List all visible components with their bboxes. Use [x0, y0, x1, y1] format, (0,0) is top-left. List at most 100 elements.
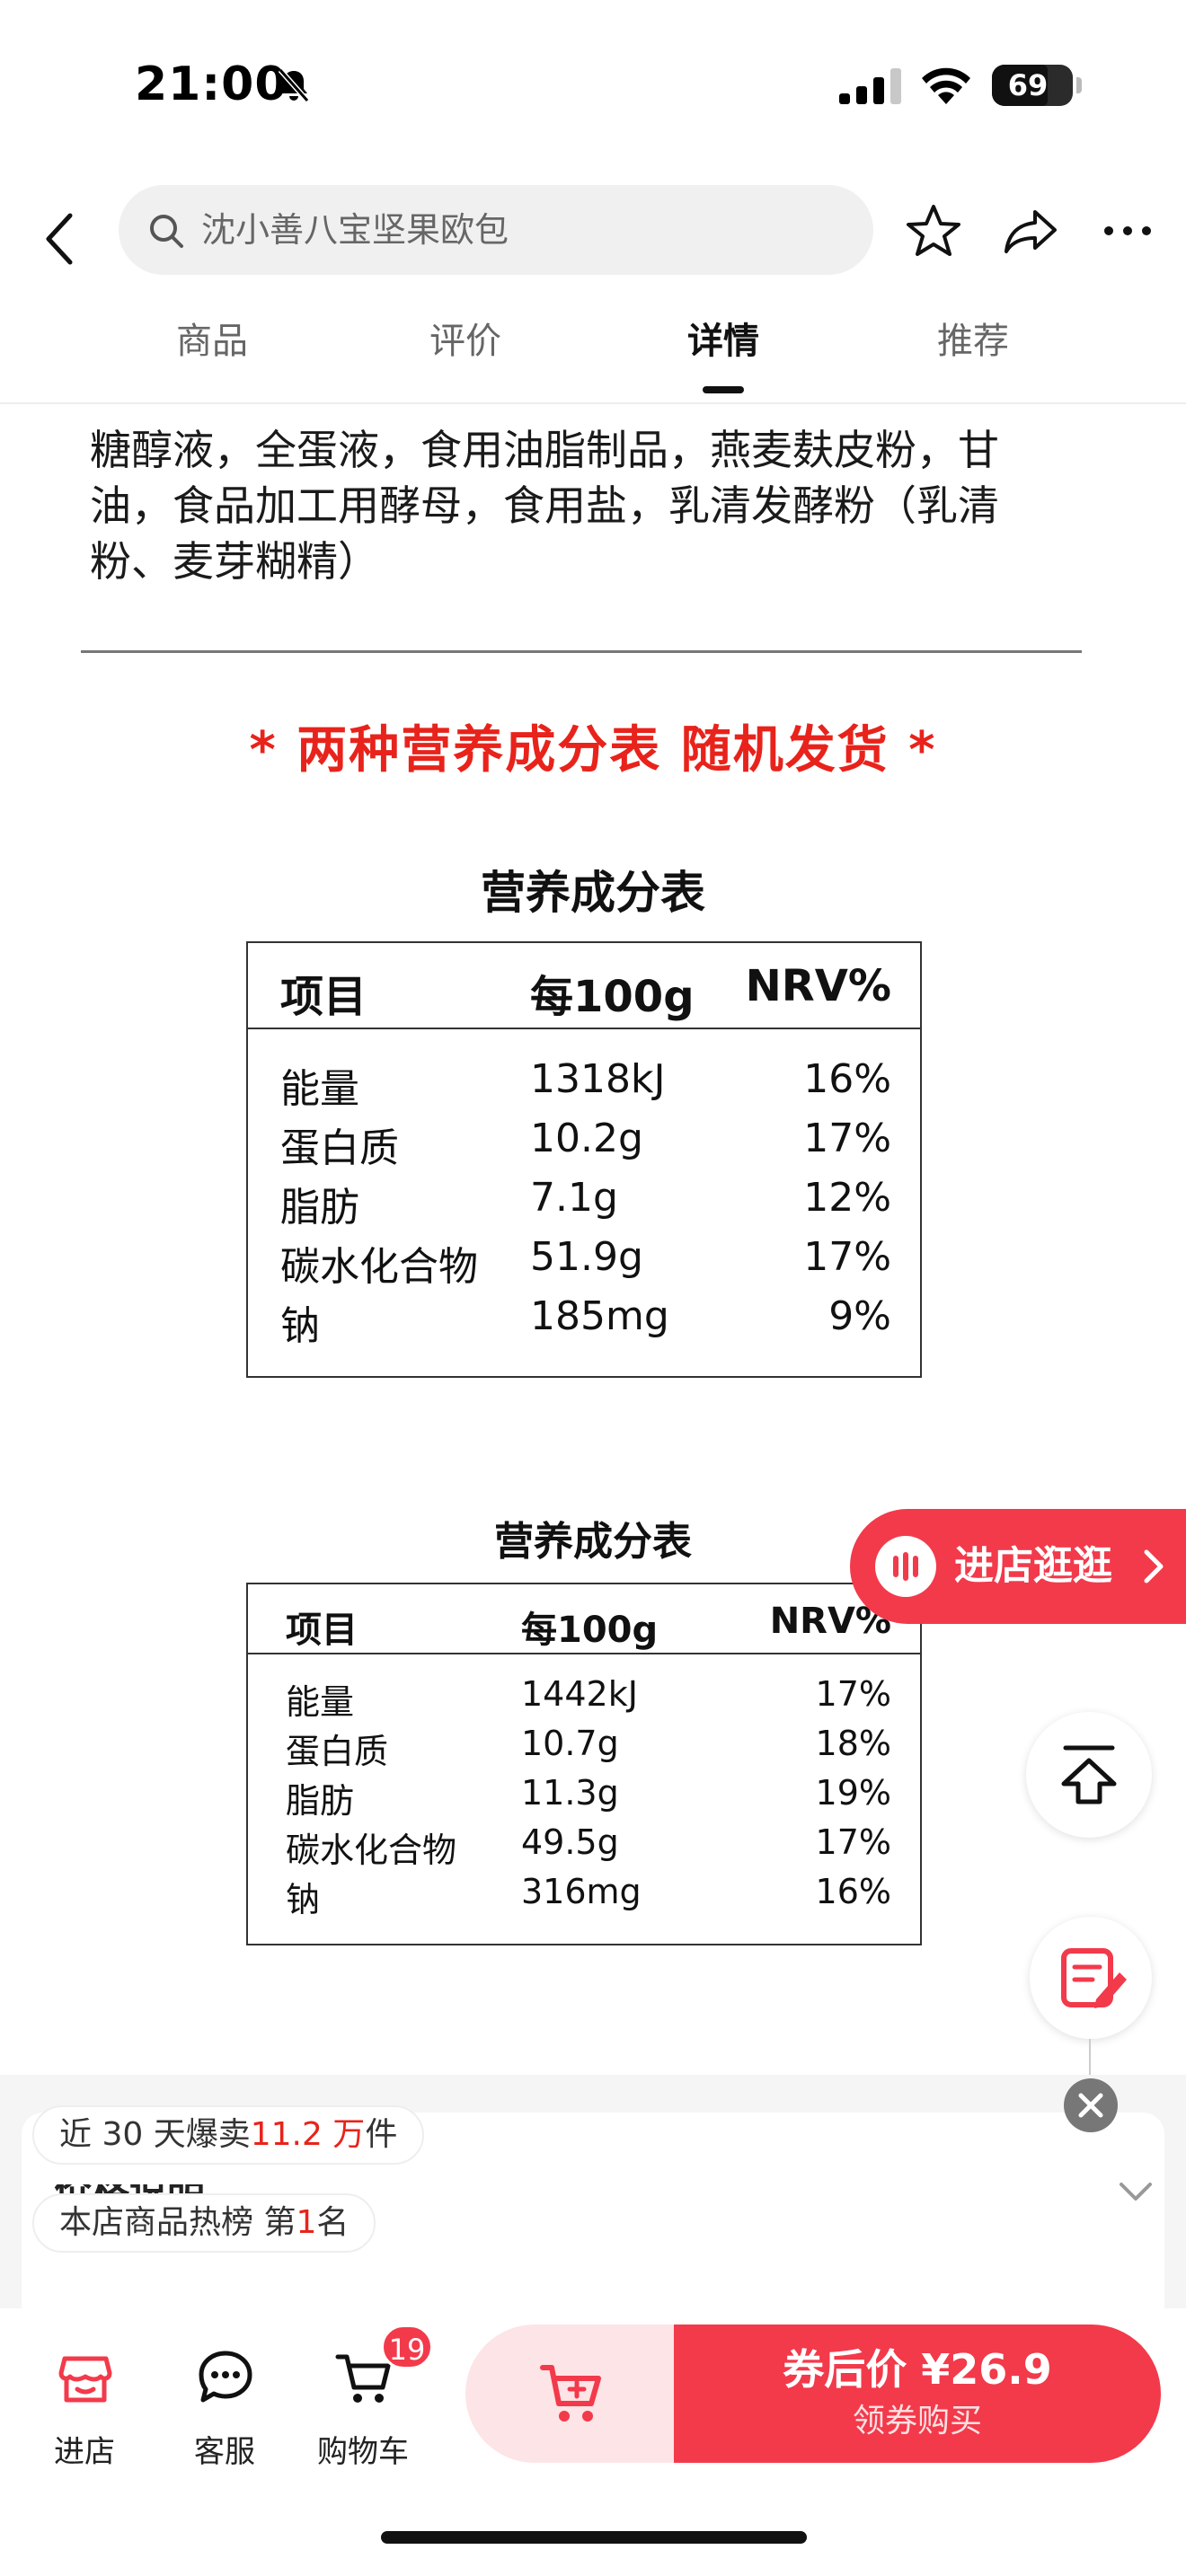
ingredients-line: 油，食品加工用酵母，食用盐，乳清发酵粉（乳清 — [90, 481, 999, 530]
row-value: 10.2g — [530, 1116, 643, 1161]
shipping-notice: * 两种营养成分表 随机发货 * — [249, 721, 937, 780]
row-value: 49.5g — [521, 1822, 619, 1862]
row-value: 185mg — [530, 1293, 669, 1339]
header-per100g: 每100g — [530, 972, 695, 1022]
row-nrv: 12% — [803, 1175, 891, 1221]
tab-bar: 商品 评价 详情 推荐 — [0, 305, 1186, 402]
rank-prefix: 本店商品热榜 第 — [59, 2204, 296, 2241]
edit-note-icon — [1061, 1948, 1127, 2008]
store-icon — [58, 2356, 112, 2403]
tab-reviews[interactable]: 评价 — [429, 321, 501, 362]
scroll-top-icon — [1061, 1745, 1117, 1804]
tab-details[interactable]: 详情 — [687, 321, 759, 362]
row-nrv: 17% — [815, 1674, 891, 1714]
header-per100g: 每100g — [521, 1610, 659, 1651]
row-nrv: 16% — [803, 1056, 891, 1102]
row-value: 10.7g — [521, 1724, 619, 1763]
row-nrv: 9% — [828, 1293, 891, 1339]
nutrition-table-title: 营养成分表 — [481, 867, 705, 919]
nutrition-table: 项目 每100g NRV% 能量 1442kJ 17% 蛋白质 10.7g 18… — [246, 1583, 922, 1945]
header-item: 项目 — [286, 1610, 358, 1651]
store-label: 进店 — [54, 2434, 115, 2470]
header-item: 项目 — [280, 972, 367, 1022]
add-to-cart-button[interactable] — [465, 2325, 674, 2463]
row-nrv: 16% — [815, 1872, 891, 1911]
tab-product[interactable]: 商品 — [176, 321, 248, 362]
battery-percent: 69 — [1007, 68, 1049, 102]
bell-off-icon — [278, 68, 310, 102]
more-options-icon[interactable] — [1096, 199, 1159, 262]
search-text: 沈小善八宝坚果欧包 — [201, 210, 509, 250]
service-label: 客服 — [194, 2434, 255, 2470]
row-value: 51.9g — [530, 1234, 643, 1280]
close-float-button[interactable] — [1064, 2078, 1118, 2132]
wifi-icon — [922, 67, 970, 104]
cart-label: 购物车 — [317, 2434, 409, 2470]
battery-icon: 69 — [992, 65, 1073, 106]
row-nrv: 17% — [815, 1822, 891, 1862]
row-name: 能量 — [280, 1066, 359, 1112]
search-input[interactable]: 沈小善八宝坚果欧包 — [119, 185, 873, 275]
detail-content: 糖醇液，全蛋液，食用油脂制品，燕麦麸皮粉，甘 油，食品加工用酵母，食用盐，乳清发… — [0, 404, 1186, 2075]
row-nrv: 19% — [815, 1773, 891, 1813]
nutrition-table-header: 项目 每100g NRV% — [248, 1584, 920, 1654]
row-name: 脂肪 — [280, 1185, 359, 1231]
add-cart-icon — [540, 2365, 601, 2422]
visit-store-float-button[interactable]: 进店逛逛 — [850, 1509, 1186, 1624]
store-bars-icon — [875, 1536, 936, 1597]
close-icon — [1078, 2093, 1103, 2118]
share-icon[interactable] — [999, 199, 1062, 262]
status-bar: 21:00 69 — [0, 0, 1186, 171]
sales-suffix: 件 — [365, 2116, 398, 2153]
home-indicator — [381, 2531, 807, 2544]
row-nrv: 18% — [815, 1724, 891, 1763]
row-name: 钠 — [286, 1880, 321, 1919]
row-value: 316mg — [521, 1872, 642, 1911]
connector-line — [1089, 2039, 1091, 2078]
sales-prefix: 近 30 天爆卖 — [59, 2116, 251, 2153]
chevron-down-icon[interactable] — [1116, 2177, 1155, 2206]
visit-store-label: 进店逛逛 — [954, 1543, 1112, 1589]
chat-icon — [199, 2351, 252, 2403]
row-value: 7.1g — [530, 1175, 618, 1221]
star-favorite-icon[interactable] — [902, 199, 965, 262]
row-name: 蛋白质 — [280, 1125, 399, 1171]
rank-badge: 本店商品热榜 第1名 — [32, 2193, 376, 2253]
row-name: 蛋白质 — [286, 1732, 389, 1771]
bottom-action-bar: 进店 客服 购物车 19 券后价 ¥26.9 — [0, 2308, 1186, 2576]
nutrition-table-title: 营养成分表 — [494, 1519, 692, 1565]
battery-tip — [1076, 77, 1082, 93]
nutrition-table-header: 项目 每100g NRV% — [248, 943, 920, 1029]
cellular-signal-icon — [839, 68, 901, 104]
notes-button[interactable] — [1030, 1917, 1152, 2039]
row-name: 钠 — [280, 1303, 320, 1349]
coupon-buy-button[interactable]: 券后价 ¥26.9 领券购买 — [674, 2325, 1161, 2463]
row-value: 1442kJ — [521, 1674, 638, 1714]
chevron-right-icon — [1144, 1549, 1164, 1584]
row-value: 11.3g — [521, 1773, 619, 1813]
ingredients-line: 糖醇液，全蛋液，食用油脂制品，燕麦麸皮粉，甘 — [90, 426, 999, 474]
top-navigation: 沈小善八宝坚果欧包 商品 评价 详情 推荐 — [0, 171, 1186, 404]
sales-value: 11.2 万 — [250, 2116, 366, 2153]
scroll-to-top-button[interactable] — [1026, 1712, 1152, 1838]
row-name: 碳水化合物 — [286, 1831, 457, 1870]
price-explanation-panel: 价格说明 近 30 天爆卖11.2 万件 本店商品热榜 第1名 — [0, 2075, 1186, 2308]
battery-level — [992, 65, 1049, 106]
coupon-price: 券后价 ¥26.9 — [783, 2345, 1052, 2394]
row-nrv: 17% — [803, 1116, 891, 1161]
back-arrow-icon[interactable] — [34, 196, 84, 282]
ingredients-text: 糖醇液，全蛋液，食用油脂制品，燕麦麸皮粉，甘 油，食品加工用酵母，食用盐，乳清发… — [90, 422, 1096, 589]
header-nrv: NRV% — [745, 961, 891, 1011]
row-nrv: 17% — [803, 1234, 891, 1280]
ingredients-line: 粉、麦芽糊精） — [90, 537, 379, 586]
cart-count-badge: 19 — [381, 2325, 433, 2369]
row-name: 脂肪 — [286, 1781, 355, 1821]
tab-recommend[interactable]: 推荐 — [937, 321, 1009, 362]
search-icon — [150, 215, 183, 248]
rank-value: 1 — [296, 2204, 317, 2241]
rank-suffix: 名 — [316, 2204, 350, 2241]
status-time: 21:00 — [135, 57, 288, 111]
active-tab-indicator — [703, 386, 744, 393]
cart-icon — [335, 2354, 391, 2403]
